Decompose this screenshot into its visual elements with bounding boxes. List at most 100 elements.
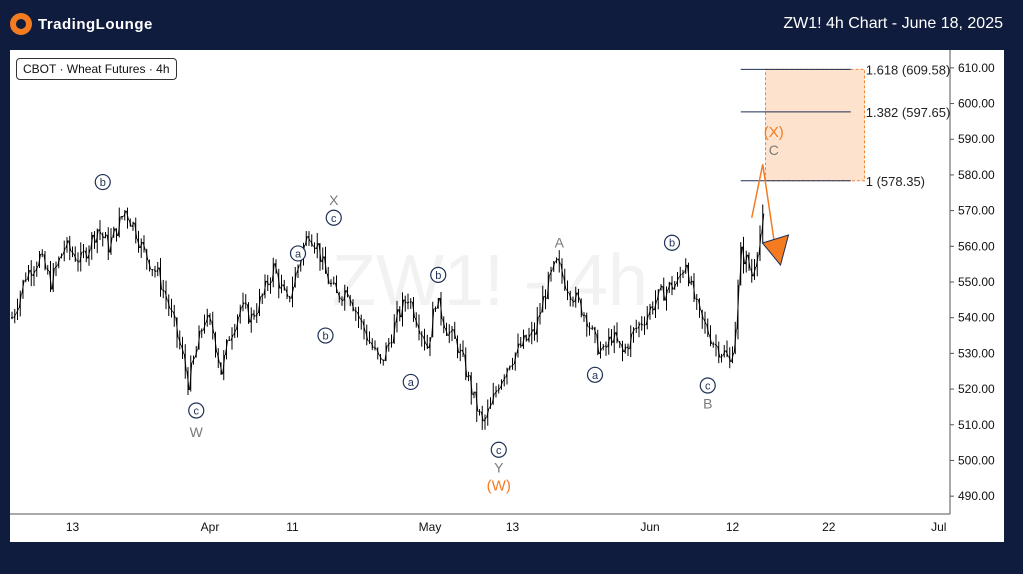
candle-body [343, 290, 347, 301]
wave-label: (W) [487, 477, 511, 494]
candle-body [200, 329, 203, 332]
candle-body [84, 250, 88, 259]
candle-body [123, 210, 127, 217]
candle-body [560, 263, 564, 277]
candle-body [577, 292, 580, 300]
candle-body [491, 393, 495, 404]
candle-body [640, 323, 644, 326]
candle-body [324, 256, 327, 274]
chart-frame[interactable]: ZW1! - 4h 1.618 (609.58) 1.382 (597.65) 1 … [10, 50, 1004, 542]
candle-body [365, 331, 369, 341]
candle-body [406, 301, 410, 304]
x-tick-label: 22 [822, 520, 836, 534]
candle-body [673, 283, 677, 290]
candle-body [549, 269, 553, 275]
fib-target-zone [765, 68, 865, 182]
candle-body [412, 301, 415, 318]
candle-body [192, 357, 195, 363]
candle-body [574, 292, 578, 303]
candle-body [395, 309, 399, 323]
candle-body [439, 298, 443, 320]
candle-body [247, 304, 250, 323]
wave-label: b [100, 177, 106, 189]
candle-body [288, 296, 292, 299]
candle-body [13, 313, 17, 319]
candle-body [761, 213, 765, 235]
wave-label: b [669, 238, 675, 250]
candle-body [610, 336, 613, 343]
wave-label-circle [289, 245, 307, 262]
brand-logo[interactable]: TradingLounge [10, 13, 153, 35]
candle-body [277, 272, 281, 289]
candle-body [315, 243, 319, 250]
wave-label-circle [586, 366, 604, 383]
candle-body [101, 233, 105, 239]
candle-body [255, 312, 259, 317]
candle-body [24, 279, 27, 282]
wave-label: b [435, 270, 441, 282]
candle-body [266, 280, 270, 286]
candle-body [678, 273, 682, 278]
candle-body [436, 297, 440, 309]
candle-body [183, 353, 187, 372]
candle-body [109, 237, 113, 253]
wave-label-circle [490, 441, 507, 458]
chart-title: ZW1! 4h Chart - June 18, 2025 [783, 15, 1003, 32]
candle-body [593, 327, 597, 335]
candle-body [420, 333, 424, 337]
candle-body [709, 334, 712, 344]
candle-body [321, 256, 325, 262]
candle-body [513, 353, 517, 365]
candle-body [293, 272, 297, 288]
candle-body [115, 228, 118, 237]
candle-body [546, 274, 550, 299]
candle-body [621, 344, 624, 353]
candle-body [522, 335, 525, 347]
candle-body [744, 254, 748, 265]
candle-body [544, 295, 547, 300]
candle-body [159, 267, 162, 290]
candle-body [629, 333, 633, 350]
candle-body [156, 267, 160, 272]
wave-label: a [408, 377, 415, 389]
x-tick-label: 13 [66, 520, 80, 534]
candle-body [134, 222, 138, 240]
candle-body [456, 338, 459, 353]
y-tick-label: 560.00 [958, 239, 995, 253]
candle-body [607, 336, 611, 348]
price-chart[interactable]: ZW1! - 4h 1.618 (609.58) 1.382 (597.65) 1 … [10, 50, 1004, 542]
candle-body [623, 346, 627, 353]
candle-body [90, 234, 94, 250]
wave-label: c [331, 213, 337, 225]
candle-body [38, 253, 41, 267]
candle-body [497, 387, 501, 392]
candle-body [189, 362, 193, 390]
candle-body [706, 323, 710, 335]
wave-label: Y [494, 460, 504, 476]
candle-body [450, 328, 454, 333]
candle-body [508, 365, 512, 370]
candle-body [346, 290, 349, 297]
candle-body [392, 322, 396, 344]
candle-body [654, 300, 657, 311]
candle-body [431, 308, 435, 338]
x-tick-label: 11 [286, 520, 299, 534]
candle-body [467, 375, 470, 378]
fib-level-label: 1.618 (609.58) [866, 62, 951, 77]
candle-body [552, 261, 556, 270]
candle-body [241, 302, 245, 308]
candle-body [178, 337, 182, 346]
candle-body [414, 317, 418, 326]
candle-body [612, 332, 616, 343]
candle-body [500, 381, 503, 389]
candle-body [326, 273, 330, 284]
candle-body [728, 356, 732, 362]
candle-body [502, 376, 506, 382]
candle-body [181, 345, 184, 354]
candle-body [73, 254, 77, 261]
candle-body [313, 245, 316, 250]
candle-body [659, 285, 663, 290]
candle-body [280, 284, 283, 289]
candle-body [676, 277, 679, 285]
candle-body [208, 315, 212, 322]
